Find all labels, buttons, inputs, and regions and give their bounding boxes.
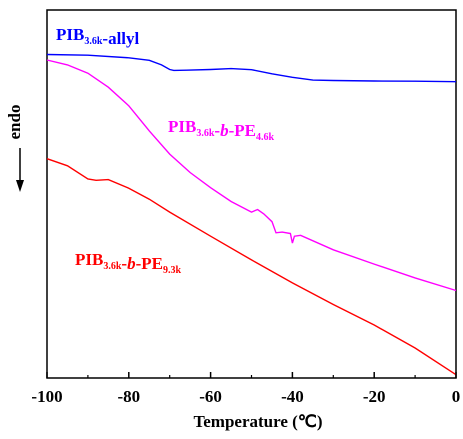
x-axis-label: Temperature (℃) bbox=[193, 412, 322, 431]
series-label-2: PIB3.6k-b-PE4.6k bbox=[168, 117, 274, 143]
x-tick-label: -100 bbox=[31, 387, 62, 406]
y-axis-arrow-head bbox=[16, 180, 24, 192]
x-axis-tick-labels: -100 -80 -60 -40 -20 0 bbox=[31, 387, 460, 406]
x-tick-label: -20 bbox=[363, 387, 386, 406]
series-line-2 bbox=[46, 59, 457, 292]
series-lines bbox=[46, 53, 457, 376]
x-tick-label: -40 bbox=[281, 387, 304, 406]
series-labels: PIB3.6k-allyl PIB3.6k-b-PE4.6k PIB3.6k-b-P… bbox=[56, 25, 274, 276]
x-tick-label: -60 bbox=[199, 387, 222, 406]
y-axis-label: endo bbox=[5, 105, 24, 140]
plot-frame bbox=[46, 9, 457, 379]
y-axis-label-group: endo bbox=[5, 105, 24, 192]
plot-border bbox=[46, 9, 457, 379]
series-label-1: PIB3.6k-allyl bbox=[56, 25, 140, 48]
series-line-3 bbox=[46, 158, 457, 376]
series-line-1 bbox=[46, 53, 457, 83]
x-tick-label: 0 bbox=[452, 387, 461, 406]
series-label-3: PIB3.6k-b-PE9.3k bbox=[75, 250, 181, 276]
x-axis-ticks bbox=[46, 372, 457, 378]
x-tick-label: -80 bbox=[117, 387, 140, 406]
